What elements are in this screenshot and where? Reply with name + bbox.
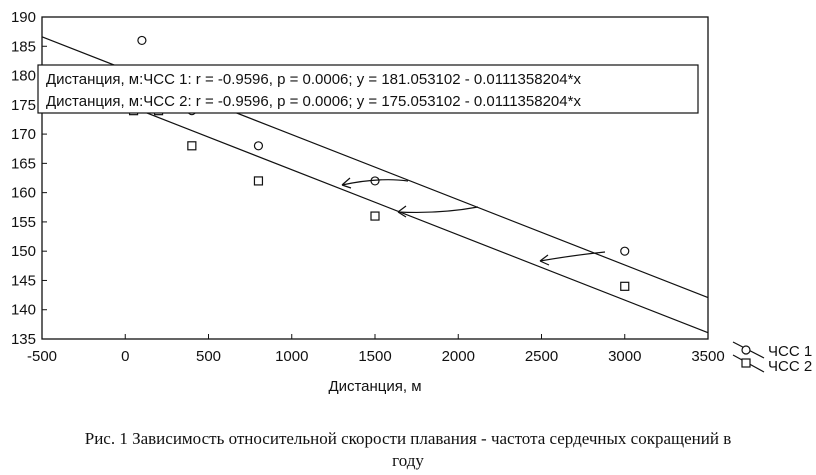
x-tick-label: 3000 (608, 348, 641, 365)
y-tick-label: 175 (11, 97, 36, 114)
annotation-line-2: Дистанция, м:ЧСС 2: r = -0.9596, p = 0.0… (46, 93, 581, 110)
x-tick-label: 500 (196, 348, 221, 365)
y-tick-label: 150 (11, 243, 36, 260)
figure-caption-line-2: году (392, 451, 424, 470)
regression-line-2 (41, 71, 709, 334)
y-tick-label: 135 (11, 331, 36, 348)
annotation-line-1: Дистанция, м:ЧСС 1: r = -0.9596, p = 0.0… (46, 71, 581, 88)
hand-drawn-arrows (341, 177, 606, 266)
arrow-mark-2 (397, 205, 479, 218)
legend-item-2: ЧСС 2 (732, 354, 812, 375)
x-axis-title: Дистанция, м (328, 378, 421, 395)
legend: ЧСС 1 ЧСС 2 (732, 341, 812, 375)
y-tick-label: 145 (11, 272, 36, 289)
data-point-series-2 (187, 141, 197, 151)
legend-label-2: ЧСС 2 (768, 358, 812, 375)
arrow-mark-3 (539, 251, 606, 266)
figure-caption-line-1: Рис. 1 Зависимость относительной скорост… (84, 429, 732, 448)
data-point-series-2 (370, 211, 380, 221)
y-tick-label: 190 (11, 9, 36, 26)
y-axis-ticks: 135 140 145 150 155 160 165 170 175 180 185 190 (11, 9, 47, 348)
y-tick-label: 180 (11, 68, 36, 85)
x-tick-label: 1500 (358, 348, 391, 365)
data-point-series-1 (620, 246, 630, 256)
x-tick-label: 1000 (275, 348, 308, 365)
y-tick-label: 160 (11, 185, 36, 202)
y-tick-label: 155 (11, 214, 36, 231)
x-tick-label: 3500 (691, 348, 724, 365)
x-tick-label: -500 (27, 348, 57, 365)
data-point-series-2 (253, 176, 264, 186)
circle-marker-icon (741, 345, 751, 355)
y-tick-label: 165 (11, 155, 36, 172)
y-tick-label: 140 (11, 302, 36, 319)
y-tick-label: 185 (11, 38, 36, 55)
data-point-series-1 (137, 35, 147, 46)
x-tick-label: 0 (121, 348, 129, 365)
data-point-series-1 (253, 141, 264, 151)
arrow-mark-1 (341, 177, 409, 189)
x-tick-label: 2500 (525, 348, 558, 365)
x-tick-label: 2000 (442, 348, 475, 365)
x-axis-ticks: -500 0 500 1000 1500 2000 2500 3000 3500 (27, 334, 725, 365)
legend-item-1: ЧСС 1 (732, 341, 812, 360)
y-tick-label: 170 (11, 126, 36, 143)
data-point-series-2 (620, 281, 630, 291)
legend-label-1: ЧСС 1 (768, 343, 812, 360)
annotation-box: Дистанция, м:ЧСС 1: r = -0.9596, p = 0.0… (37, 64, 699, 114)
square-marker-icon (741, 358, 751, 368)
